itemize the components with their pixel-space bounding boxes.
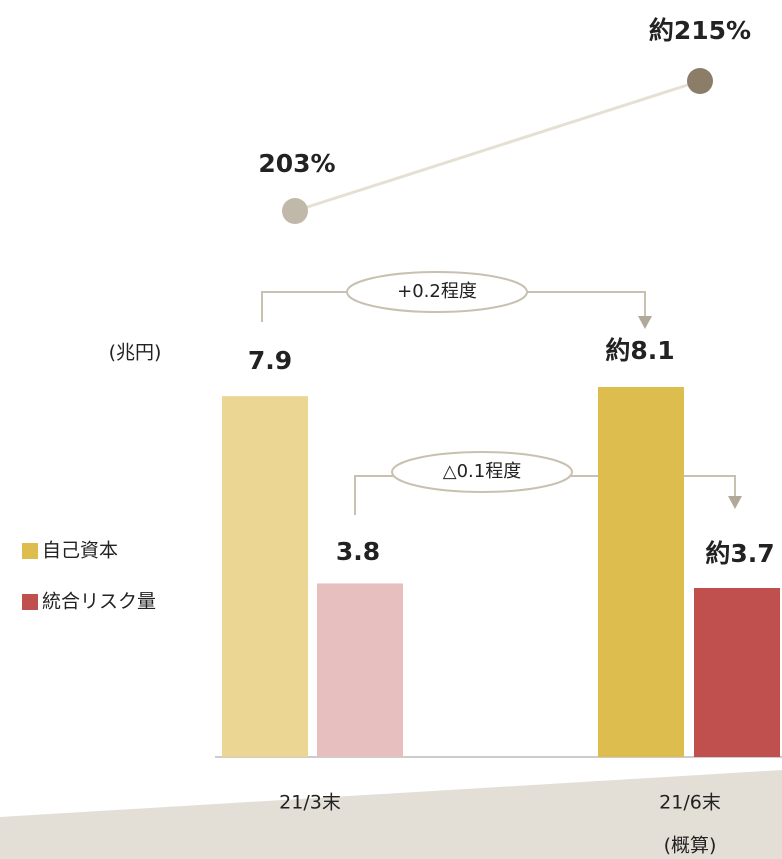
value-label: 約3.7 — [705, 539, 774, 568]
bar — [694, 587, 780, 757]
annotation-bubble — [391, 451, 573, 493]
value-label: 3.8 — [336, 537, 380, 566]
x-tick-note: (概算) — [664, 835, 717, 857]
value-label: 7.9 — [248, 346, 292, 375]
legend-swatch — [22, 543, 38, 559]
value-label: 約8.1 — [605, 336, 674, 365]
ratio-line — [294, 79, 701, 213]
annotation: +0.2程度 — [397, 281, 477, 302]
value-label: 約215% — [649, 16, 751, 45]
bar — [317, 583, 403, 757]
legend-label: 統合リスク量 — [42, 591, 156, 613]
annotation-bubble — [346, 271, 528, 313]
annotation: △0.1程度 — [443, 461, 521, 482]
arrowhead — [728, 496, 742, 509]
x-tick-label: 21/3末 — [279, 792, 341, 814]
unit-label: (兆円) — [109, 342, 162, 364]
ratio-point — [687, 68, 713, 94]
legend-swatch — [22, 594, 38, 610]
x-tick-label: 21/6末 — [659, 792, 721, 814]
ratio-point — [282, 198, 308, 224]
value-label: 203% — [258, 149, 335, 178]
legend-label: 自己資本 — [42, 540, 118, 562]
bar — [222, 396, 308, 757]
bar — [598, 387, 684, 757]
ground — [0, 770, 782, 859]
arrowhead — [638, 316, 652, 329]
